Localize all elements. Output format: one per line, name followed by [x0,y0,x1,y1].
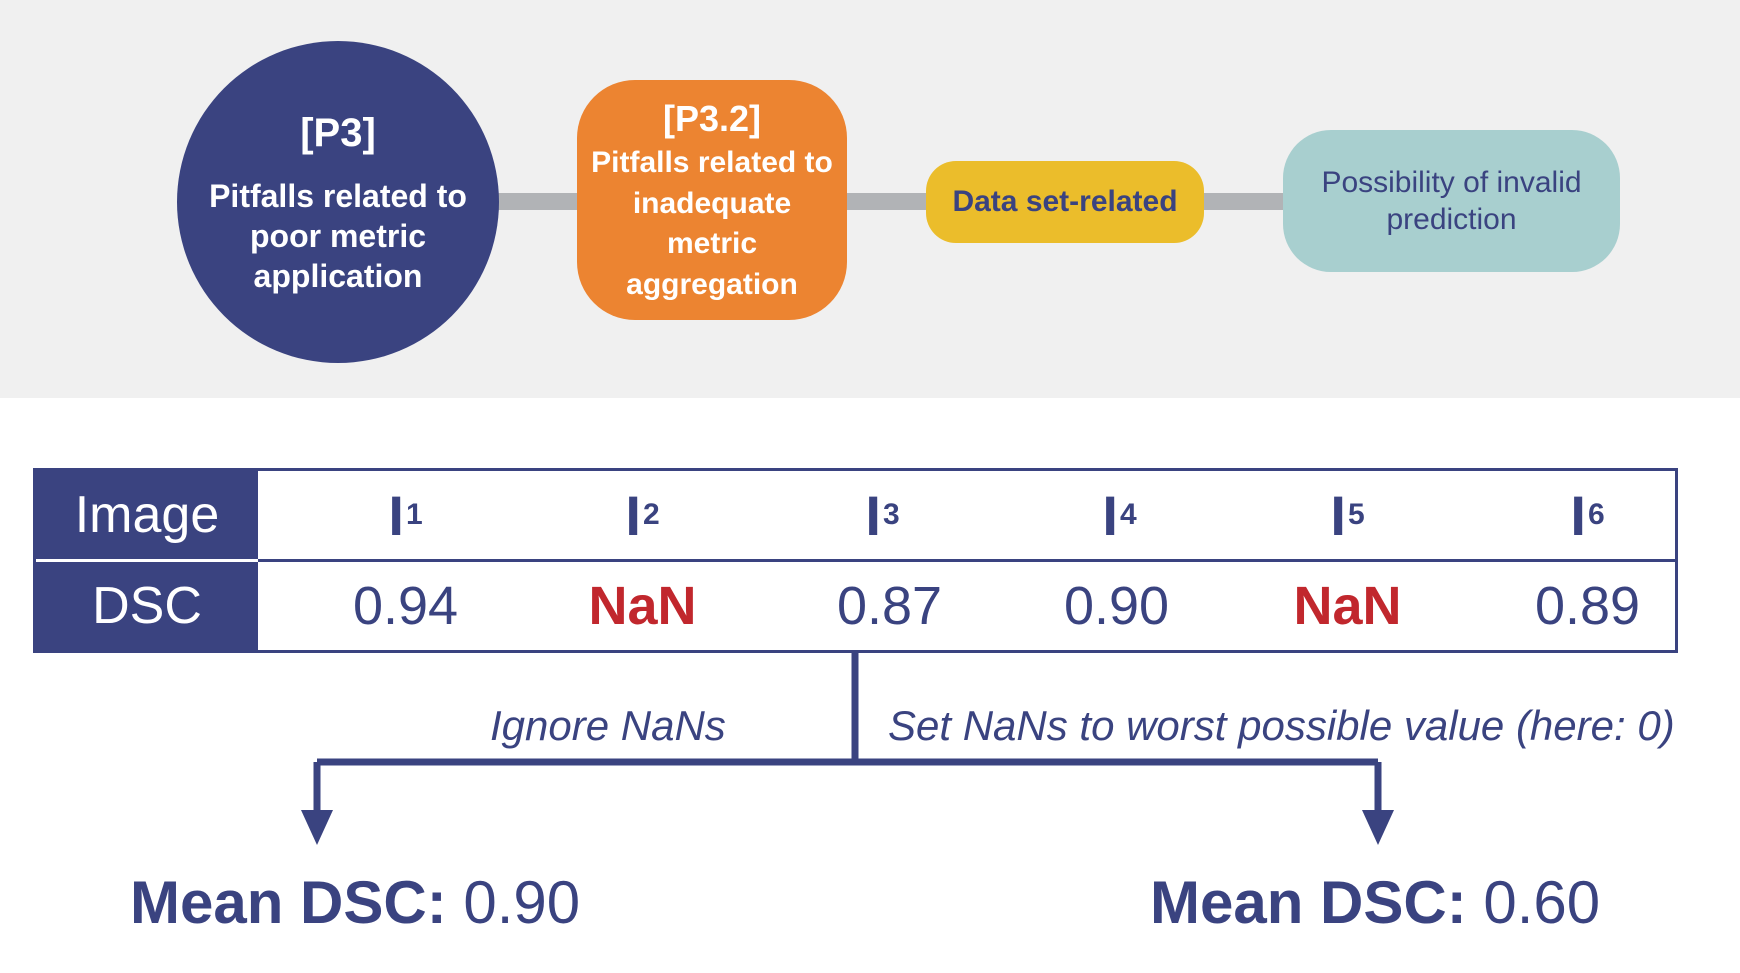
dsc-cell-6: 0.89 [1534,576,1641,636]
p32-node: [P3.2] Pitfalls related to inadequate me… [577,80,847,320]
result-ignore-label: Mean DSC: [130,869,447,936]
result-ignore-value: 0.90 [463,869,581,936]
result-set-worst-label: Mean DSC: [1150,869,1467,936]
source-node: Possibility of invalid prediction [1283,130,1620,272]
dsc-cell-4: 0.90 [1063,576,1170,636]
p3-code: [P3] [300,111,376,155]
branch-label-set-worst: Set NaNs to worst possible value (here: … [888,702,1675,749]
p32-text: Pitfalls related to inadequate metric ag… [591,146,833,301]
header-image: Image [36,471,258,559]
header-dsc: DSC [36,562,258,650]
result-set-worst-value: 0.60 [1483,869,1601,936]
arrow-left-icon [301,810,333,845]
result-set-worst: Mean DSC: 0.60 [1150,868,1600,937]
dsc-cell-1: 0.94 [352,576,459,636]
branch-label-ignore: Ignore NaNs [490,702,726,749]
table-row-divider [258,559,1675,562]
arrow-right-icon [1362,810,1394,845]
connector-category-source [1200,193,1287,210]
category-text: Data set-related [952,185,1178,219]
connector-p32-category [843,193,930,210]
category-node: Data set-related [926,161,1204,243]
dsc-cell-2: NaN [588,576,697,636]
dsc-cell-3: 0.87 [836,576,943,636]
p3-text: Pitfalls related to poor metric applicat… [209,178,467,294]
source-text: Possibility of invalid prediction [1321,165,1582,237]
p3-node: [P3] Pitfalls related to poor metric app… [177,41,499,363]
connector-p3-p32 [495,193,581,210]
dsc-cell-5: NaN [1293,576,1402,636]
result-ignore: Mean DSC: 0.90 [130,868,580,937]
p32-code: [P3.2] [662,97,762,139]
